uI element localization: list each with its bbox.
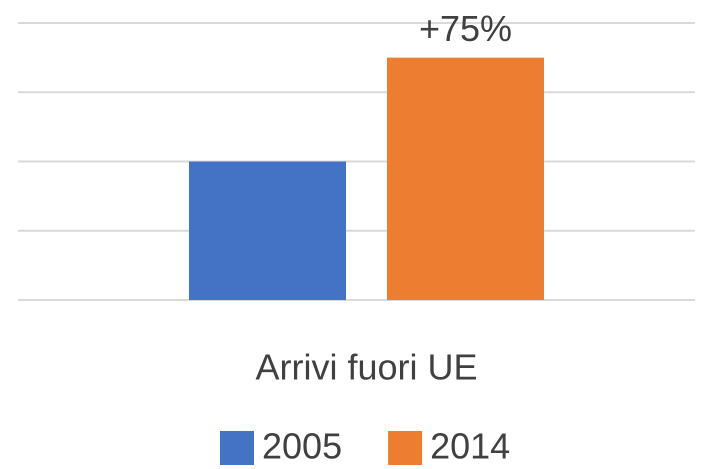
- legend-swatch: [388, 431, 423, 465]
- annotation: +75%: [419, 8, 512, 49]
- bar: [387, 57, 544, 300]
- legend-label: 2005: [262, 426, 342, 467]
- legend-label: 2014: [430, 426, 510, 467]
- x-tick-label: Arrivi fuori UE: [255, 347, 477, 388]
- legend-swatch: [220, 431, 254, 465]
- bar: [189, 161, 346, 300]
